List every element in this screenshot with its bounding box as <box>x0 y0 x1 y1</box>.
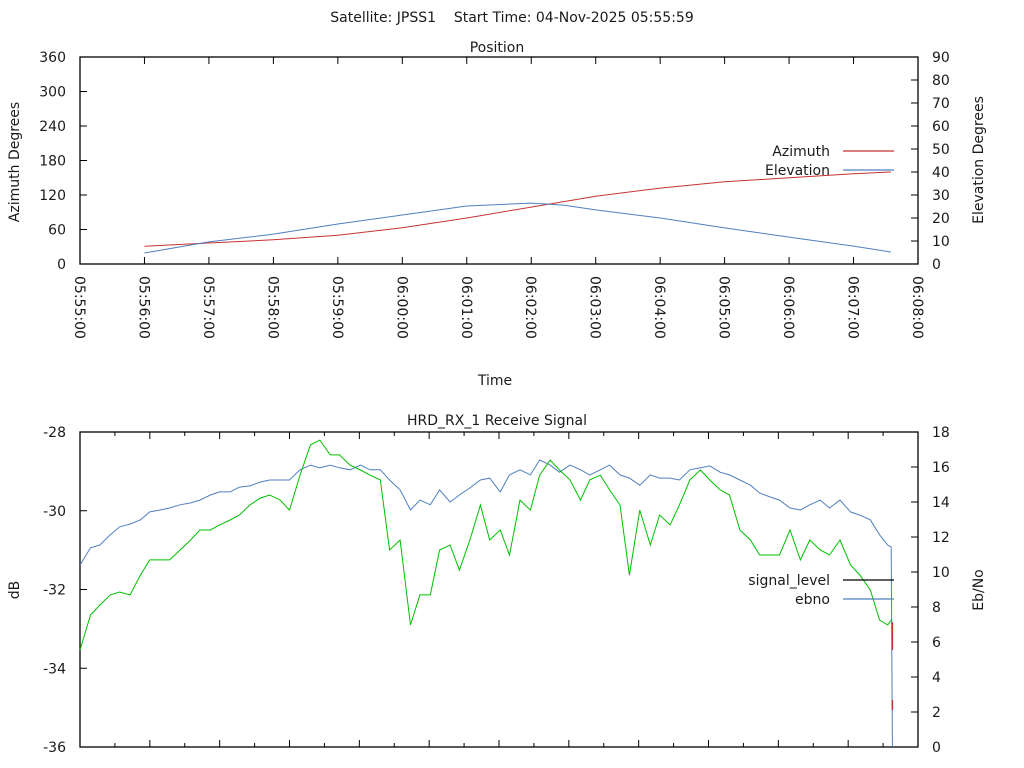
y2-tick-label: 8 <box>932 600 941 616</box>
x-tick-label: 05:56:00 <box>135 276 151 339</box>
y-tick-label: 60 <box>48 223 66 239</box>
x-tick-label: 05:55:00 <box>71 276 87 339</box>
legend-label: signal_level <box>748 573 830 589</box>
y2-tick-label: 80 <box>932 73 950 89</box>
y2-tick-label: 12 <box>932 530 950 546</box>
legend-label: ebno <box>795 592 830 608</box>
x-tick-label: 06:03:00 <box>587 276 603 339</box>
page-title: Satellite: JPSS1 Start Time: 04-Nov-2025… <box>330 10 693 26</box>
y-tick-label: -34 <box>43 661 66 677</box>
x-tick-label: 05:57:00 <box>200 276 216 339</box>
y2-tick-label: 70 <box>932 96 950 112</box>
plot-border <box>79 431 919 748</box>
y2-tick-label: 30 <box>932 188 950 204</box>
y2-tick-label: 20 <box>932 211 950 227</box>
y2-tick-label: 10 <box>932 565 950 581</box>
plot-border <box>79 56 919 265</box>
y-tick-label: 300 <box>39 85 66 101</box>
db-ylabel: dB <box>7 581 23 600</box>
legend-label: Elevation <box>765 163 830 179</box>
y-tick-label: 120 <box>39 188 66 204</box>
y2-tick-label: 90 <box>932 50 950 66</box>
y2-tick-label: 0 <box>932 740 941 756</box>
y2-tick-label: 16 <box>932 460 950 476</box>
y2-tick-label: 40 <box>932 165 950 181</box>
x-tick-label: 05:59:00 <box>329 276 345 339</box>
signal-title: HRD_RX_1 Receive Signal <box>407 413 587 429</box>
y2-tick-label: 6 <box>932 635 941 651</box>
y2-tick-label: 0 <box>932 257 941 273</box>
ebno-y2label: Eb/No <box>971 569 987 611</box>
y2-tick-label: 50 <box>932 142 950 158</box>
y-tick-label: -36 <box>43 740 66 756</box>
y2-tick-label: 4 <box>932 670 941 686</box>
legend-label: Azimuth <box>772 144 830 160</box>
ebno-line <box>79 439 893 651</box>
y2-tick-label: 60 <box>932 119 950 135</box>
y-tick-label: -30 <box>43 504 66 520</box>
x-tick-label: 06:08:00 <box>909 276 925 339</box>
elevation-line <box>144 202 891 254</box>
signal_level-line <box>79 459 893 748</box>
y-tick-label: -32 <box>43 583 66 599</box>
x-tick-label: 06:00:00 <box>393 276 409 339</box>
x-tick-label: 06:07:00 <box>845 276 861 339</box>
y2-tick-label: 14 <box>932 495 950 511</box>
y-tick-label: 0 <box>57 257 66 273</box>
x-tick-label: 05:58:00 <box>264 276 280 339</box>
y2-tick-label: 18 <box>932 425 950 441</box>
receive-signal-plot: HRD_RX_1 Receive Signal dB Eb/No -36 -34 -… <box>7 413 987 756</box>
y-tick-label: -28 <box>43 425 66 441</box>
y-tick-label: 360 <box>39 50 66 66</box>
y2-tick-label: 10 <box>932 234 950 250</box>
y-tick-label: 240 <box>39 119 66 135</box>
time-xlabel: Time <box>477 373 512 389</box>
azimuth-line <box>144 171 891 247</box>
y-tick-label: 180 <box>39 154 66 170</box>
position-plot: Position Time Azimuth Degrees Elevation … <box>7 40 987 389</box>
y2-tick-label: 2 <box>932 705 941 721</box>
x-tick-label: 06:02:00 <box>522 276 538 339</box>
position-title: Position <box>470 40 525 56</box>
x-tick-label: 06:01:00 <box>458 276 474 339</box>
x-tick-label: 06:05:00 <box>716 276 732 339</box>
x-tick-label: 06:06:00 <box>780 276 796 339</box>
x-tick-label: 06:04:00 <box>651 276 667 339</box>
elevation-y2label: Elevation Degrees <box>971 96 987 224</box>
azimuth-ylabel: Azimuth Degrees <box>7 102 23 222</box>
